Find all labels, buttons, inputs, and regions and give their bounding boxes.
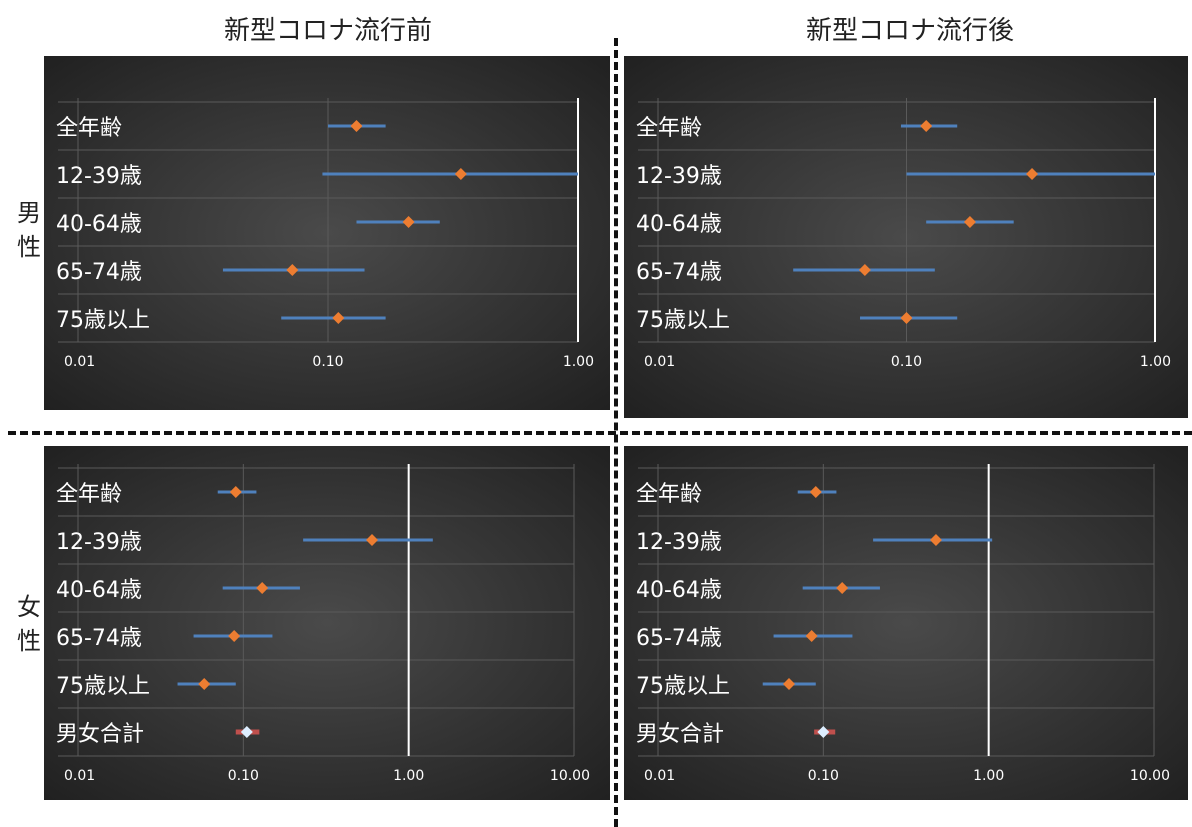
total-point-marker [240,726,253,738]
row-label-female-text: 女 性 [17,593,41,655]
panel-background [44,446,610,800]
category-label: 12-39歳 [56,164,142,189]
point-marker [229,486,242,498]
x-tick-label: 1.00 [973,768,1004,784]
total-point-marker [817,726,830,738]
row-label-male: 男 性 [14,196,44,264]
point-marker [365,534,378,546]
point-marker [809,486,822,498]
point-marker [900,312,913,324]
point-marker [805,630,818,642]
x-tick-label: 0.10 [228,768,259,784]
x-tick-label: 0.01 [64,768,95,784]
x-tick-label: 0.10 [312,354,343,370]
column-title-after: 新型コロナ流行後 [805,16,1014,46]
point-marker [256,582,269,594]
category-label: 12-39歳 [636,530,722,555]
x-tick-label: 0.01 [644,354,675,370]
forest-plot-male-before: 0.01 0.10 1.00 全年齢 12-39歳 40-64歳 65-74歳 75歳以上 [44,56,610,410]
category-label: 65-74歳 [56,260,142,285]
point-marker [1026,168,1039,180]
point-marker [228,630,241,642]
x-tick-label: 0.01 [64,354,95,370]
category-label: 75歳以上 [636,674,730,699]
x-tick-label: 1.00 [1140,354,1171,370]
category-label: 40-64歳 [56,578,142,603]
row-label-male-text: 男 性 [17,199,41,261]
x-tick-label: 0.10 [808,768,839,784]
forest-plot-male-after: 0.01 0.10 1.00 全年齢 12-39歳 40-64歳 65-74歳 75歳以上 [624,56,1188,418]
point-marker [783,678,796,690]
category-label: 75歳以上 [636,308,730,333]
point-marker [286,264,299,276]
point-marker [929,534,942,546]
point-marker [402,216,415,228]
row-label-female: 女 性 [14,590,44,658]
panel-background [44,56,610,410]
x-tick-label: 0.10 [891,354,922,370]
category-label: 男女合計 [56,722,144,747]
point-marker [836,582,849,594]
point-marker [858,264,871,276]
x-tick-label: 0.01 [644,768,675,784]
point-marker [350,120,363,132]
x-tick-label: 1.00 [393,768,424,784]
category-label: 12-39歳 [636,164,722,189]
category-label: 全年齢 [636,482,702,507]
column-title-before: 新型コロナ流行前 [223,16,432,46]
category-label: 男女合計 [636,722,724,747]
category-label: 75歳以上 [56,674,150,699]
point-marker [454,168,467,180]
category-label: 75歳以上 [56,308,150,333]
category-label: 65-74歳 [636,260,722,285]
x-tick-label: 1.00 [563,354,594,370]
category-label: 65-74歳 [636,626,722,651]
category-label: 全年齢 [56,482,122,507]
forest-plot-female-before: 0.01 0.10 1.00 10.00 全年齢 12-39歳 40-64歳 65-74歳 75… [44,446,610,800]
x-tick-label: 10.00 [1130,768,1170,784]
category-label: 40-64歳 [56,212,142,237]
point-marker [332,312,345,324]
point-marker [920,120,933,132]
x-tick-label: 10.00 [550,768,590,784]
category-label: 40-64歳 [636,212,722,237]
category-label: 全年齢 [56,116,122,141]
point-marker [198,678,211,690]
horizontal-divider [8,431,1192,435]
panel-background [624,446,1188,800]
category-label: 65-74歳 [56,626,142,651]
category-label: 12-39歳 [56,530,142,555]
category-label: 全年齢 [636,116,702,141]
forest-plot-female-after: 0.01 0.10 1.00 10.00 全年齢 12-39歳 40-64歳 65-74歳 75… [624,446,1188,800]
point-marker [963,216,976,228]
category-label: 40-64歳 [636,578,722,603]
